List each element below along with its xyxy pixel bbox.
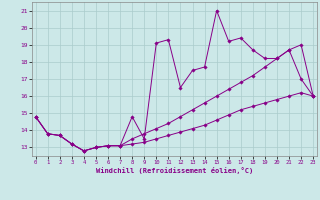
X-axis label: Windchill (Refroidissement éolien,°C): Windchill (Refroidissement éolien,°C) (96, 167, 253, 174)
